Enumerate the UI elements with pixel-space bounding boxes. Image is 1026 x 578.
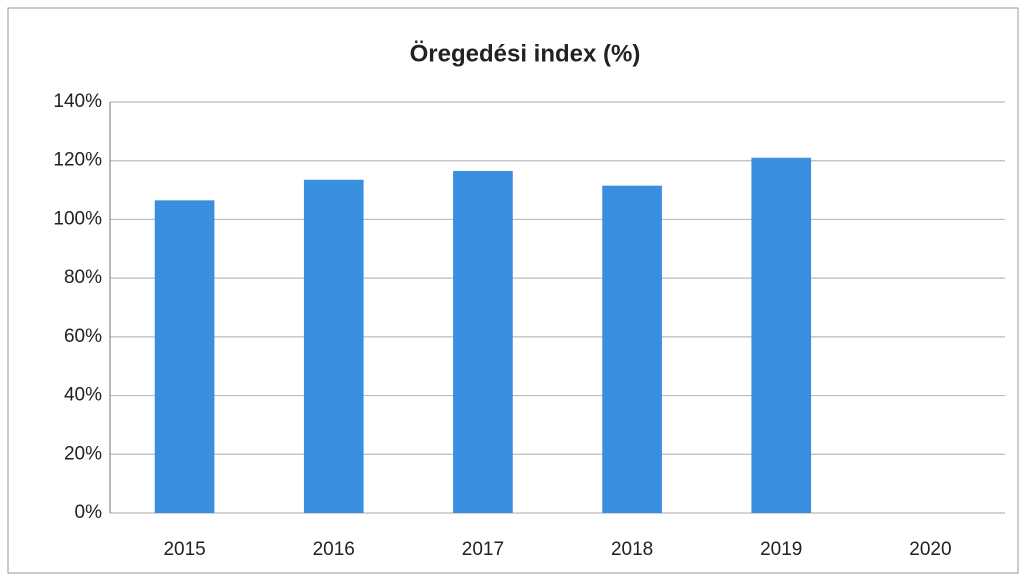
x-tick-label: 2017 bbox=[462, 539, 504, 560]
y-tick-label: 140% bbox=[53, 91, 102, 112]
y-tick-label: 120% bbox=[53, 150, 102, 171]
chart-border bbox=[7, 7, 1019, 574]
bar bbox=[751, 157, 812, 513]
x-tick-label: 2016 bbox=[313, 539, 355, 560]
bar bbox=[453, 170, 513, 513]
y-tick-label: 40% bbox=[64, 385, 102, 406]
y-tick-label: 60% bbox=[64, 326, 102, 347]
bar bbox=[602, 185, 662, 514]
y-tick-label: 80% bbox=[64, 267, 102, 288]
chart-title: Öregedési index (%) bbox=[410, 40, 641, 67]
x-tick-label: 2019 bbox=[760, 539, 802, 560]
y-tick-label: 100% bbox=[53, 208, 102, 229]
bar bbox=[303, 179, 364, 513]
x-tick-label: 2015 bbox=[163, 539, 205, 560]
x-tick-label: 2020 bbox=[909, 539, 951, 560]
bar bbox=[154, 200, 215, 513]
y-tick-label: 0% bbox=[75, 502, 103, 523]
x-tick-label: 2018 bbox=[611, 539, 653, 560]
y-tick-label: 20% bbox=[64, 443, 102, 464]
